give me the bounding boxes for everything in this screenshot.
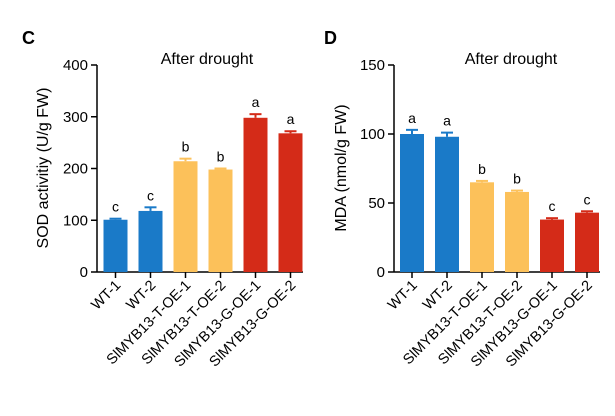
significance-label-d-4: b: [513, 171, 521, 187]
y-axis-title-c: SOD activitiy (U/g FW): [35, 88, 52, 249]
bar-d-1: [400, 134, 424, 272]
significance-label-c-5: a: [252, 94, 260, 110]
category-label-c-1: WT-1: [89, 278, 125, 314]
significance-label-d-5: c: [549, 198, 556, 214]
bar-c-1: [103, 219, 128, 272]
panel-d-mda-chart: D After drought MDA (nmol/g FW) 0 50 100 15…: [324, 28, 600, 370]
significance-label-c-2: c: [147, 187, 154, 203]
chart-title-c: After drought: [161, 51, 254, 68]
bar-d-3: [470, 182, 494, 272]
y-tick-label-c: 0: [80, 264, 88, 281]
bar-d-2: [435, 136, 459, 272]
significance-label-d-3: b: [478, 161, 486, 177]
y-tick-label-d: 50: [368, 195, 385, 212]
y-tick-label-c: 100: [63, 212, 88, 229]
significance-label-c-3: b: [182, 139, 190, 155]
significance-label-c-6: a: [287, 111, 295, 127]
panel-label-d: D: [324, 28, 337, 48]
bar-c-3: [173, 161, 198, 272]
panel-c-sod-chart: C After drought SOD activitiy (U/g FW) 0…: [22, 28, 303, 370]
bar-d-6: [575, 212, 599, 272]
y-tick-label-d: 150: [360, 57, 385, 74]
marks-c: 0100200300400cWT-1cWT-2bSlMYB13-T-OE-1bS…: [63, 57, 303, 370]
significance-label-d-6: c: [584, 191, 591, 207]
y-axis-title-d: MDA (nmol/g FW): [333, 104, 350, 231]
category-label-d-1: WT-1: [385, 278, 421, 314]
y-tick-label-d: 100: [360, 126, 385, 143]
chart-title-d: After drought: [465, 51, 558, 68]
bar-d-4: [505, 191, 529, 272]
significance-label-d-1: a: [408, 110, 416, 126]
y-tick-label-c: 200: [63, 161, 88, 178]
y-tick-label-c: 400: [63, 57, 88, 74]
bar-c-4: [208, 169, 233, 272]
marks-d: 050100150aWT-1aWT-2bSlMYB13-T-OE-1bSlMYB…: [360, 57, 599, 370]
y-tick-label-d: 0: [377, 264, 385, 281]
significance-label-d-2: a: [443, 113, 451, 129]
bar-d-5: [540, 219, 564, 272]
significance-label-c-1: c: [112, 199, 119, 215]
panel-label-c: C: [22, 28, 35, 48]
bar-c-6: [278, 133, 303, 272]
y-tick-label-c: 300: [63, 109, 88, 126]
significance-label-c-4: b: [217, 149, 225, 165]
bar-c-2: [138, 210, 163, 272]
bar-c-5: [243, 117, 268, 272]
